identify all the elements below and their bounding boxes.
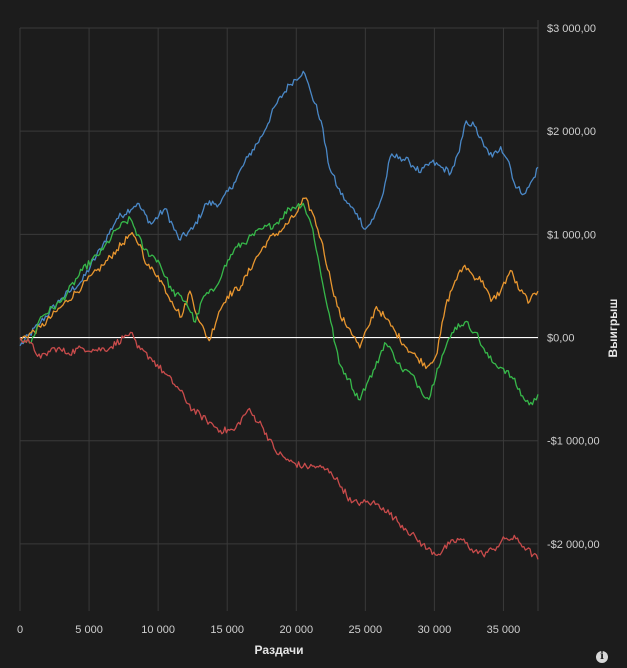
- y-axis-title: Выигрыш: [606, 299, 620, 358]
- series-line-3: [19, 202, 539, 406]
- y-axis-ticks: $3 000,00 $2 000,00 $1 000,00 $0,00 -$1 000,…: [547, 23, 600, 551]
- x-tick-label: 15 000: [210, 624, 244, 636]
- series-line-2: [19, 197, 539, 370]
- y-tick-label: $1 000,00: [547, 229, 596, 241]
- x-tick-label: 35 000: [487, 624, 521, 636]
- y-tick-label: $0,00: [547, 333, 575, 345]
- grid: [19, 20, 539, 611]
- series-line-1: [19, 70, 539, 347]
- x-tick-label: 20 000: [279, 624, 313, 636]
- x-axis-ticks: 0 5 000 10 000 15 000 20 000 25 000 30 000 35 0…: [17, 624, 520, 636]
- x-tick-label: 25 000: [349, 624, 383, 636]
- series-layer: [19, 70, 539, 560]
- y-tick-label: $2 000,00: [547, 126, 596, 138]
- x-tick-label: 5 000: [75, 624, 103, 636]
- x-axis-title: Раздачи: [255, 643, 304, 657]
- series-line-4: [19, 331, 539, 560]
- x-tick-label: 0: [17, 624, 23, 636]
- x-tick-label: 10 000: [141, 624, 175, 636]
- y-tick-label: -$1 000,00: [547, 436, 600, 448]
- info-icon[interactable]: i: [596, 651, 608, 663]
- x-tick-label: 30 000: [418, 624, 452, 636]
- y-tick-label: -$2 000,00: [547, 539, 600, 551]
- y-tick-label: $3 000,00: [547, 23, 596, 35]
